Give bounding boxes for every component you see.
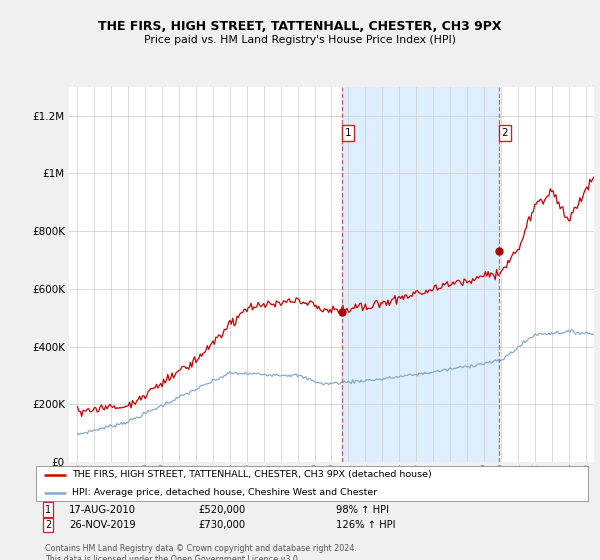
Text: £520,000: £520,000	[198, 505, 245, 515]
Text: Price paid vs. HM Land Registry's House Price Index (HPI): Price paid vs. HM Land Registry's House …	[144, 35, 456, 45]
Text: 17-AUG-2010: 17-AUG-2010	[69, 505, 136, 515]
Text: THE FIRS, HIGH STREET, TATTENHALL, CHESTER, CH3 9PX (detached house): THE FIRS, HIGH STREET, TATTENHALL, CHEST…	[72, 470, 431, 479]
Text: THE FIRS, HIGH STREET, TATTENHALL, CHESTER, CH3 9PX: THE FIRS, HIGH STREET, TATTENHALL, CHEST…	[98, 20, 502, 32]
Text: 1: 1	[45, 505, 51, 515]
Bar	[342, 87, 499, 462]
Text: 2: 2	[502, 128, 508, 138]
Text: 2: 2	[45, 520, 51, 530]
Text: Contains HM Land Registry data © Crown copyright and database right 2024.
This d: Contains HM Land Registry data © Crown c…	[45, 544, 357, 560]
Text: 1: 1	[344, 128, 351, 138]
Text: £730,000: £730,000	[198, 520, 245, 530]
Text: 26-NOV-2019: 26-NOV-2019	[69, 520, 136, 530]
Text: HPI: Average price, detached house, Cheshire West and Chester: HPI: Average price, detached house, Ches…	[72, 488, 377, 497]
Text: 126% ↑ HPI: 126% ↑ HPI	[336, 520, 395, 530]
Text: 98% ↑ HPI: 98% ↑ HPI	[336, 505, 389, 515]
